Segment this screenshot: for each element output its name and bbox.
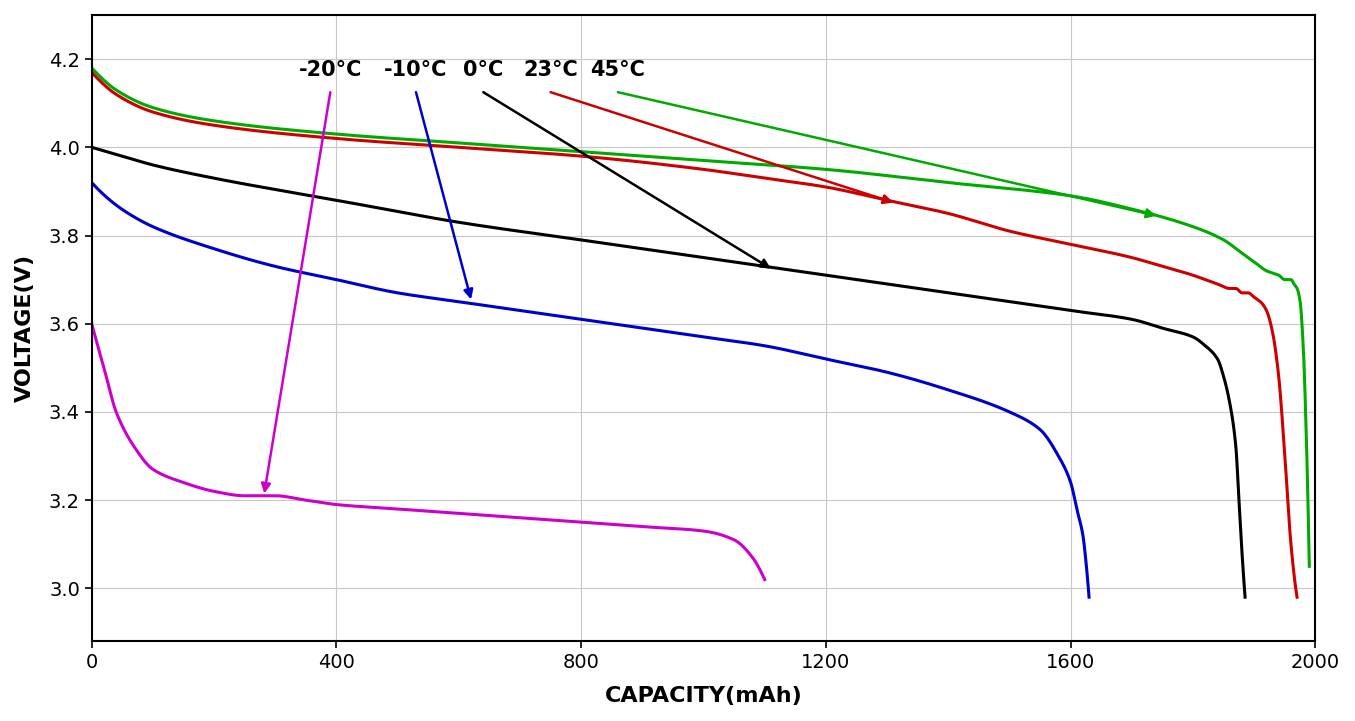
Text: -20°C: -20°C (298, 60, 362, 80)
Text: 23°C: 23°C (523, 60, 579, 80)
Text: -10°C: -10°C (385, 60, 447, 80)
Text: 0°C: 0°C (463, 60, 504, 80)
X-axis label: CAPACITY(mAh): CAPACITY(mAh) (604, 686, 802, 706)
Text: 45°C: 45°C (591, 60, 645, 80)
Y-axis label: VOLTAGE(V): VOLTAGE(V) (15, 254, 35, 402)
